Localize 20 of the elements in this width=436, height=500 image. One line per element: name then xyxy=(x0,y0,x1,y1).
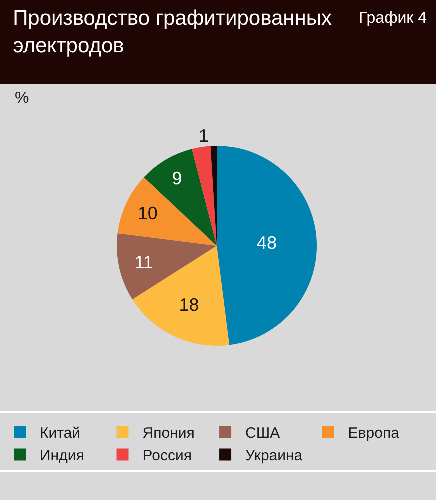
legend-label: Индия xyxy=(40,448,84,465)
legend-label: Япония xyxy=(142,425,195,442)
legend-label: Россия xyxy=(142,448,192,465)
pie-slice xyxy=(117,233,217,300)
data-label: 1 xyxy=(198,126,209,146)
pie-slice xyxy=(217,146,317,346)
legend-label: Европа xyxy=(348,425,400,442)
text: % xyxy=(15,90,30,107)
data-label: 48 xyxy=(256,232,277,253)
legend-label: США xyxy=(246,425,280,442)
text: График 4 xyxy=(359,10,428,27)
data-label: 10 xyxy=(138,203,158,224)
data-label: 18 xyxy=(179,294,200,315)
chart-title: Производство графитированных электродов xyxy=(13,7,332,58)
pie-slice xyxy=(192,146,217,246)
pie-slice xyxy=(132,246,230,346)
data-label: 11 xyxy=(134,252,154,272)
legend-label: Украина xyxy=(246,448,304,465)
legend-label: Китай xyxy=(40,425,81,442)
data-label: 9 xyxy=(172,168,182,189)
